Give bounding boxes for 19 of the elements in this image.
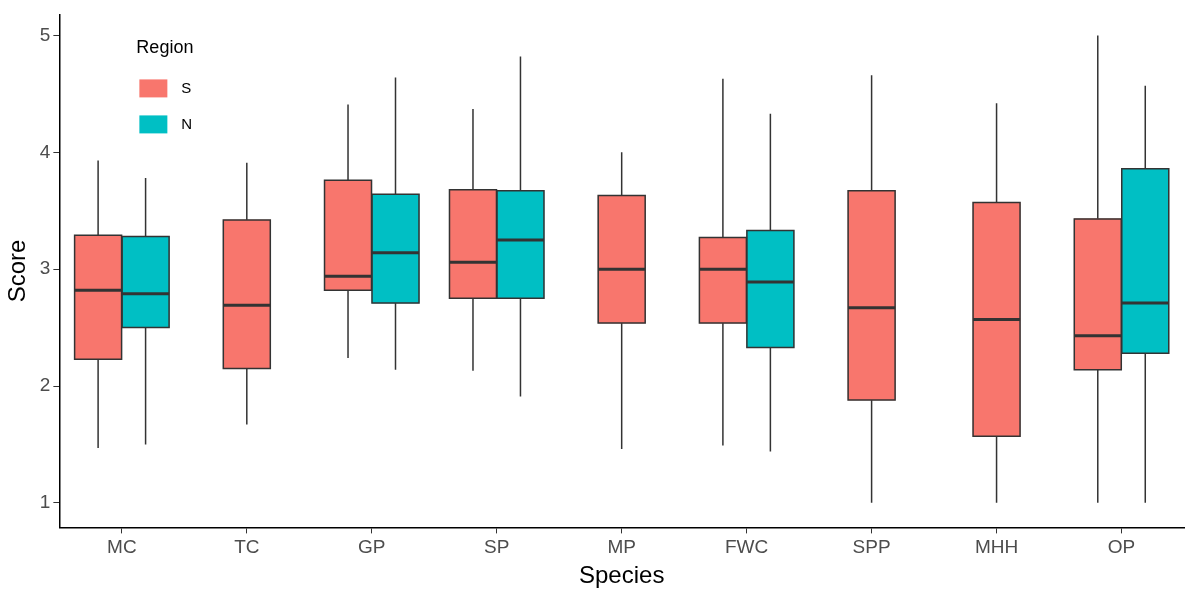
y-tick-label: 1 [39, 491, 51, 513]
x-tick-label: MHH [974, 536, 1019, 558]
x-tick-label: TC [234, 536, 260, 558]
y-tick-label: 5 [39, 23, 51, 45]
y-tick-label: 4 [39, 140, 51, 162]
x-tick-label: MC [107, 536, 137, 558]
x-tick-label: OP [1107, 536, 1136, 558]
x-tick-label: SP [484, 536, 510, 558]
y-tick-label: 2 [39, 374, 51, 396]
y-axis-title: Score [3, 239, 31, 303]
legend-title: Region [136, 37, 194, 58]
x-tick-label: MP [607, 536, 636, 558]
x-axis-title: Species [578, 561, 665, 589]
y-tick-label: 3 [39, 257, 51, 279]
x-tick-label: SPP [852, 536, 891, 558]
x-tick-label: FWC [725, 536, 769, 558]
legend-label: S [181, 78, 192, 96]
legend-label: N [181, 114, 193, 132]
x-tick-label: GP [358, 536, 386, 558]
